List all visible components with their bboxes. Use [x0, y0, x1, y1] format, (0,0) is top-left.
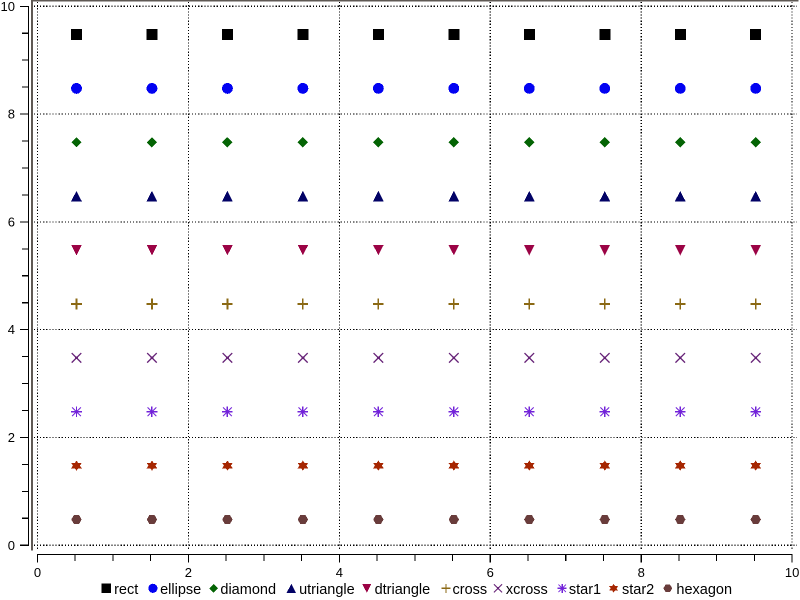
svg-text:4: 4: [8, 322, 15, 337]
svg-text:4: 4: [336, 565, 343, 580]
svg-text:star1: star1: [569, 582, 601, 598]
svg-text:6: 6: [8, 214, 15, 229]
svg-text:cross: cross: [453, 582, 488, 598]
svg-text:2: 2: [185, 565, 192, 580]
svg-text:8: 8: [638, 565, 645, 580]
svg-text:ellipse: ellipse: [160, 582, 201, 598]
svg-text:hexagon: hexagon: [676, 582, 732, 598]
svg-text:10: 10: [785, 565, 799, 580]
svg-text:6: 6: [487, 565, 494, 580]
svg-text:dtriangle: dtriangle: [375, 582, 431, 598]
svg-text:utriangle: utriangle: [299, 582, 355, 598]
svg-text:rect: rect: [114, 582, 138, 598]
svg-text:2: 2: [8, 430, 15, 445]
svg-text:10: 10: [1, 0, 15, 14]
svg-text:8: 8: [8, 107, 15, 122]
svg-text:0: 0: [8, 538, 15, 553]
svg-text:0: 0: [34, 565, 41, 580]
svg-text:diamond: diamond: [220, 582, 276, 598]
svg-text:xcross: xcross: [506, 582, 548, 598]
svg-text:star2: star2: [622, 582, 654, 598]
